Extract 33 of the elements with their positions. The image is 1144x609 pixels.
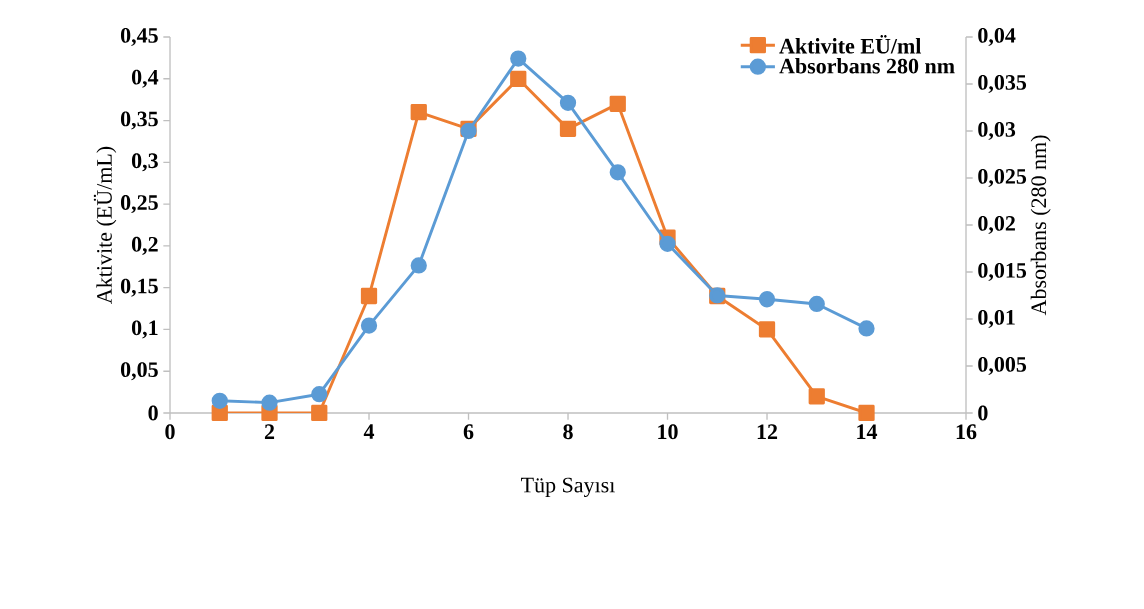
y2-tick-label: 0,01	[978, 309, 1015, 329]
y-tick-label: 0,3	[131, 153, 158, 172]
x-tick-label: 4	[363, 424, 375, 439]
legend-label: Aktivite EÜ/ml	[779, 35, 922, 54]
y-tick-label: 0,05	[120, 362, 158, 381]
x-tick-label: 12	[757, 424, 778, 439]
y-tick-label: 0,35	[120, 111, 158, 130]
y-axis-title: Aktivite (EÜ/mL)	[93, 146, 117, 304]
y2-tick-label: 0	[978, 405, 988, 421]
x-axis-title: Tüp Sayısı	[521, 477, 615, 498]
y-tick-label: 0,45	[120, 27, 158, 47]
y2-tick-label: 0,03	[978, 121, 1016, 141]
y-tick-label: 0,15	[120, 278, 158, 297]
x-tick-label: 10	[658, 424, 678, 440]
y2-tick-label: 0,04	[978, 27, 1016, 47]
x-tick-label: 2	[264, 424, 275, 439]
x-tick-label: 6	[463, 424, 474, 440]
y2-axis-title: Absorbans (280 nm)	[1030, 135, 1051, 316]
y-tick-label: 0,1	[131, 320, 158, 339]
x-tick-label: 14	[857, 424, 878, 439]
x-tick-label: 8	[563, 424, 573, 440]
y-tick-label: 0,2	[131, 236, 158, 255]
y2-tick-label: 0,02	[978, 215, 1015, 235]
y2-tick-label: 0,005	[978, 356, 1027, 376]
x-tick-label: 16	[956, 424, 977, 440]
legend-label: Absorbans 280 nm	[779, 58, 955, 74]
y2-tick-label: 0,025	[978, 168, 1027, 188]
y2-tick-label: 0,035	[978, 74, 1027, 94]
y2-tick-label: 0,015	[978, 262, 1027, 282]
x-tick-label: 0	[165, 424, 175, 440]
y-tick-label: 0	[148, 405, 158, 421]
y-tick-label: 0,25	[120, 195, 158, 214]
y-tick-label: 0,4	[131, 69, 159, 88]
